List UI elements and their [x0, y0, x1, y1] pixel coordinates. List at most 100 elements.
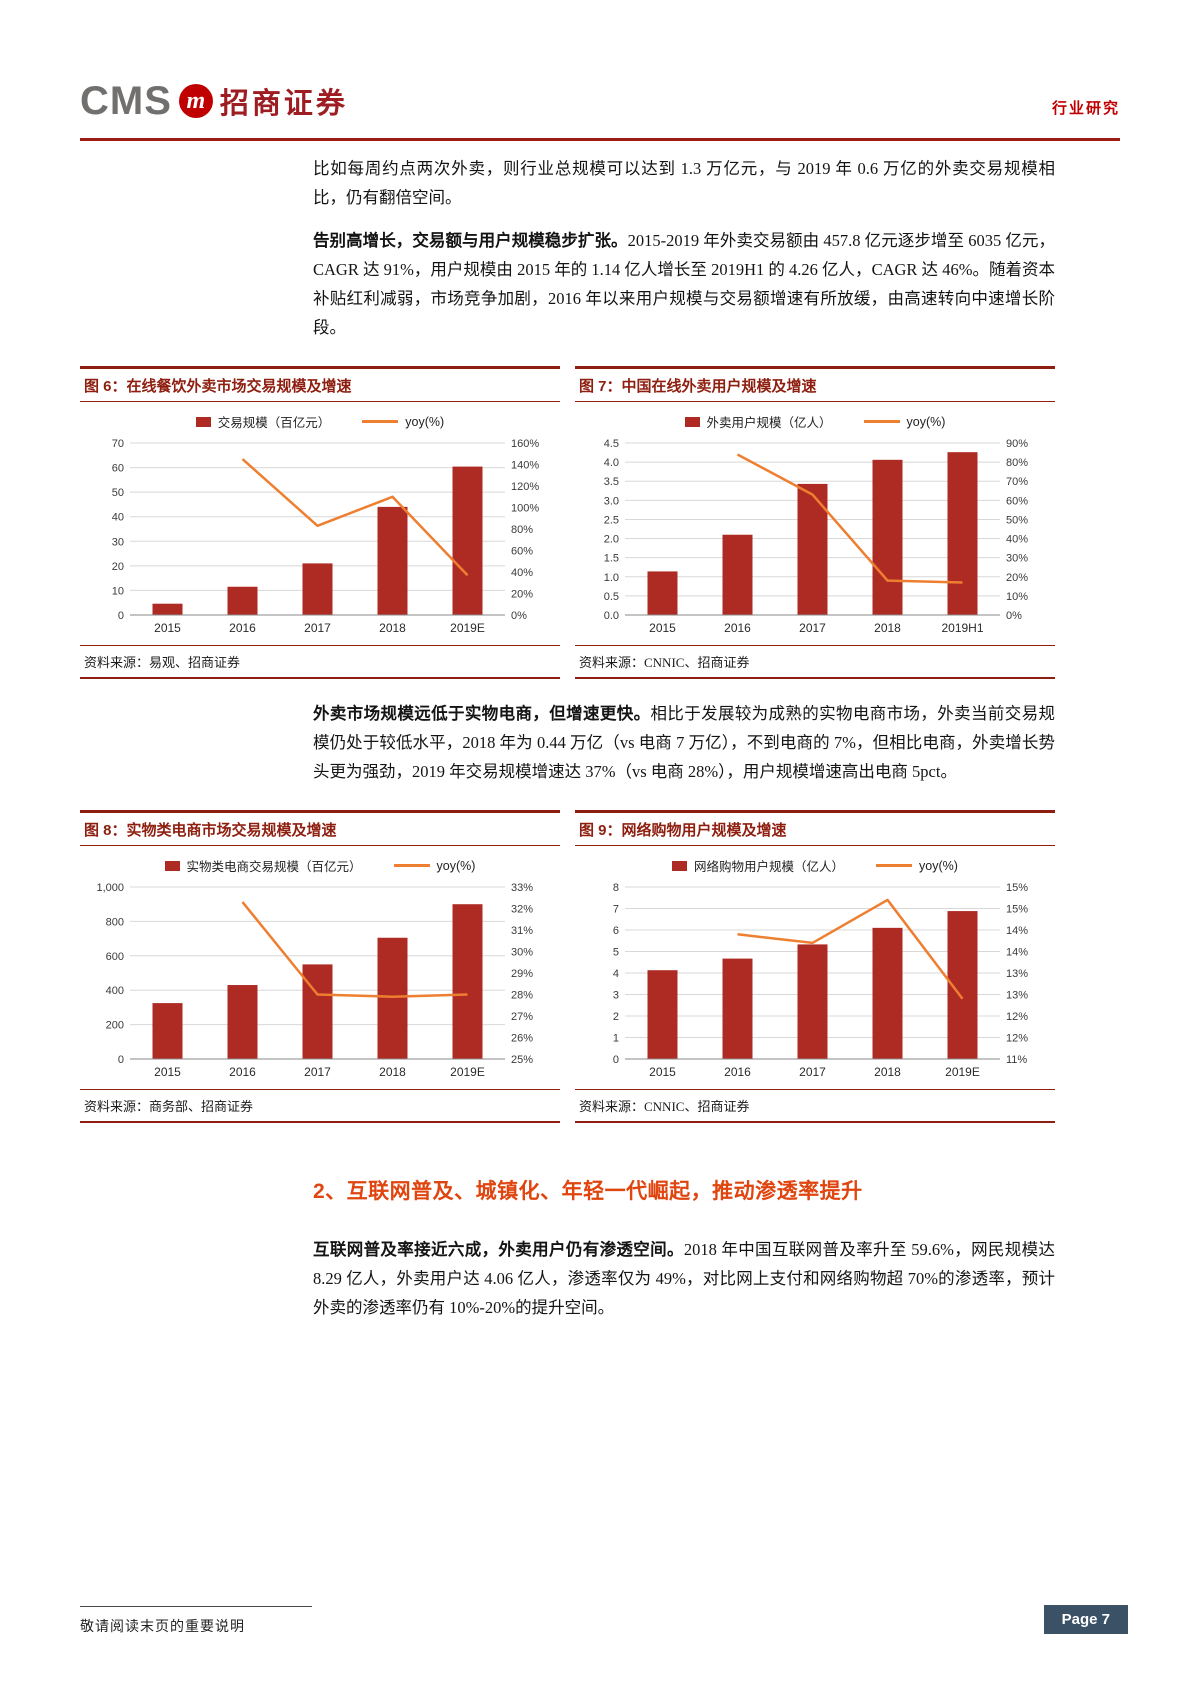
cms-logo-text: CMS: [80, 79, 172, 123]
svg-text:2019H1: 2019H1: [941, 621, 983, 635]
svg-text:40: 40: [112, 512, 124, 524]
bar-series-swatch: [672, 860, 688, 871]
svg-text:28%: 28%: [511, 990, 533, 1002]
svg-text:15%: 15%: [1006, 882, 1028, 894]
svg-text:2015: 2015: [649, 621, 676, 635]
svg-text:20: 20: [112, 561, 124, 573]
svg-text:2017: 2017: [304, 621, 331, 635]
section-heading: 2、互联网普及、城镇化、年轻一代崛起，推动渗透率提升: [313, 1180, 863, 1203]
svg-text:10: 10: [112, 585, 124, 597]
svg-text:30: 30: [112, 536, 124, 548]
svg-text:2017: 2017: [304, 1065, 331, 1079]
figure-9-chart: 0 1 2 3 4 5 6 7 8 11% 12% 12% 13% 13% 14% 14% 15% 15% 2015…: [613, 882, 1028, 1079]
svg-text:10%: 10%: [1006, 591, 1028, 603]
svg-text:0.5: 0.5: [604, 591, 619, 603]
bar-series-swatch: [195, 416, 211, 427]
svg-text:120%: 120%: [511, 481, 539, 493]
footer-note: 敬请阅读末页的重要说明: [80, 1606, 312, 1636]
bar-series-swatch: [164, 860, 180, 871]
figure-8-title: 图 8：实物类电商市场交易规模及增速: [80, 810, 560, 846]
svg-text:13%: 13%: [1006, 968, 1028, 980]
svg-text:0.0: 0.0: [604, 610, 619, 622]
bar-series-label: 交易规模（百亿元）: [217, 416, 331, 430]
svg-text:140%: 140%: [511, 460, 539, 472]
svg-text:20%: 20%: [1006, 572, 1028, 584]
svg-text:2.0: 2.0: [604, 534, 619, 546]
figure-9-title: 图 9：网络购物用户规模及增速: [575, 810, 1055, 846]
figure-6-title: 图 6：在线餐饮外卖市场交易规模及增速: [80, 366, 560, 402]
svg-text:7: 7: [613, 904, 619, 916]
svg-text:60%: 60%: [511, 546, 533, 558]
bar-series-label: 网络购物用户规模（亿人）: [694, 860, 845, 874]
figure-6: 图 6：在线餐饮外卖市场交易规模及增速 交易规模（百亿元） yoy(%) 0 10…: [80, 366, 560, 679]
svg-text:12%: 12%: [1006, 1033, 1028, 1045]
figure-9-legend: 网络购物用户规模（亿人） yoy(%): [575, 856, 1055, 875]
figure-8-legend: 实物类电商交易规模（百亿元） yoy(%): [80, 856, 560, 875]
svg-text:2.5: 2.5: [604, 514, 619, 526]
svg-text:2015: 2015: [154, 1065, 181, 1079]
svg-text:8: 8: [613, 882, 619, 894]
paragraph-1: 比如每周约点两次外卖，则行业总规模可以达到 1.3 万亿元，与 2019 年 0…: [313, 154, 1055, 212]
svg-text:80%: 80%: [511, 524, 533, 536]
svg-text:3.5: 3.5: [604, 476, 619, 488]
svg-text:50%: 50%: [1006, 514, 1028, 526]
svg-text:0: 0: [118, 1054, 124, 1066]
paragraph-1-text: 比如每周约点两次外卖，则行业总规模可以达到 1.3 万亿元，与 2019 年 0…: [313, 159, 1055, 207]
svg-text:3: 3: [613, 990, 619, 1002]
paragraph-4: 互联网普及率接近六成，外卖用户仍有渗透空间。2018 年中国互联网普及率升至 5…: [313, 1235, 1055, 1322]
svg-text:0: 0: [613, 1054, 619, 1066]
line-series-label: yoy(%): [919, 858, 958, 873]
svg-text:30%: 30%: [1006, 553, 1028, 565]
svg-text:2016: 2016: [724, 1065, 751, 1079]
svg-text:2019E: 2019E: [450, 621, 485, 635]
paragraph-2: 告别高增长，交易额与用户规模稳步扩张。2015-2019 年外卖交易额由 457…: [313, 226, 1055, 342]
svg-text:2: 2: [613, 1011, 619, 1023]
cms-m-icon: m: [178, 84, 213, 118]
brand-name: 招商证券: [219, 88, 348, 120]
svg-text:11%: 11%: [1006, 1054, 1027, 1066]
figure-8-source: 资料来源：商务部、招商证券: [80, 1089, 560, 1123]
svg-text:2015: 2015: [154, 621, 181, 635]
svg-text:800: 800: [106, 916, 124, 928]
paragraph-3-text: 相比于发展较为成熟的实物电商市场，外卖当前交易规模仍处于较低水平，2018 年为…: [313, 704, 1056, 781]
figure-8: 图 8：实物类电商市场交易规模及增速 实物类电商交易规模（百亿元） yoy(%)…: [80, 810, 560, 1123]
svg-text:4.5: 4.5: [604, 438, 619, 450]
paragraph-4-lead: 互联网普及率接近六成，外卖用户仍有渗透空间。: [313, 1240, 684, 1259]
svg-text:29%: 29%: [511, 968, 533, 980]
svg-text:80%: 80%: [1006, 457, 1028, 469]
figure-9: 图 9：网络购物用户规模及增速 网络购物用户规模（亿人） yoy(%) 0 1 2 3…: [575, 810, 1055, 1123]
line-series-label: yoy(%): [436, 858, 476, 873]
svg-text:70%: 70%: [1006, 476, 1028, 488]
svg-text:4: 4: [613, 968, 619, 980]
svg-text:600: 600: [106, 951, 124, 963]
paragraph-3-lead: 外卖市场规模远低于实物电商，但增速更快。: [313, 704, 651, 723]
svg-text:2016: 2016: [229, 1065, 256, 1079]
svg-text:13%: 13%: [1006, 990, 1028, 1002]
svg-text:1.5: 1.5: [604, 553, 619, 565]
svg-text:30%: 30%: [511, 947, 533, 959]
svg-text:2019E: 2019E: [945, 1065, 980, 1079]
svg-text:0: 0: [118, 610, 124, 622]
svg-text:100%: 100%: [511, 503, 539, 515]
svg-text:25%: 25%: [511, 1054, 533, 1066]
bar-series-label: 外卖用户规模（亿人）: [706, 416, 832, 430]
figure-row-1: 图 6：在线餐饮外卖市场交易规模及增速 交易规模（百亿元） yoy(%) 0 10…: [80, 366, 1055, 679]
figure-7-chart: 0.0 0.5 1.0 1.5 2.0 2.5 3.0 3.5 4.0 4.5 0% 10% 20% 30…: [604, 438, 1029, 635]
svg-text:15%: 15%: [1006, 904, 1028, 916]
figure-6-source: 资料来源：易观、招商证券: [80, 645, 560, 679]
figure-7-legend: 外卖用户规模（亿人） yoy(%): [575, 412, 1055, 431]
line-series-swatch: [362, 420, 399, 423]
svg-text:3.0: 3.0: [604, 495, 619, 507]
svg-text:50: 50: [112, 487, 124, 499]
svg-text:2016: 2016: [724, 621, 751, 635]
paragraph-3: 外卖市场规模远低于实物电商，但增速更快。相比于发展较为成熟的实物电商市场，外卖当…: [313, 699, 1055, 786]
svg-text:1.0: 1.0: [604, 572, 619, 584]
svg-text:200: 200: [106, 1020, 124, 1032]
svg-text:32%: 32%: [511, 904, 533, 916]
figure-row-2: 图 8：实物类电商市场交易规模及增速 实物类电商交易规模（百亿元） yoy(%)…: [80, 810, 1055, 1123]
svg-text:160%: 160%: [511, 438, 539, 450]
line-series-swatch: [393, 864, 430, 867]
figure-9-source: 资料来源：CNNIC、招商证券: [575, 1089, 1055, 1123]
paragraph-2-text: 2015-2019 年外卖交易额由 457.8 亿元逐步增至 6035 亿元，C…: [313, 231, 1056, 337]
